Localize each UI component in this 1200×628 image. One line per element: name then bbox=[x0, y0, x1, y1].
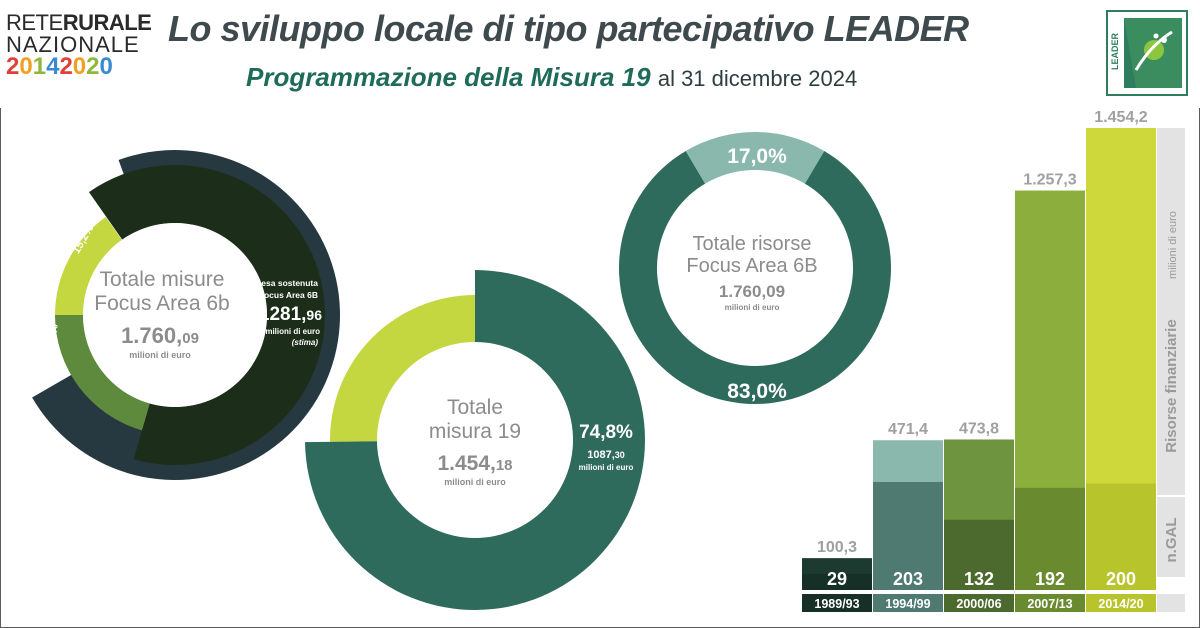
donut-slice-17 bbox=[685, 132, 825, 186]
side-label-bg-bottom bbox=[1157, 497, 1185, 577]
year-label: 1989/93 bbox=[814, 597, 859, 611]
logo-text-rurale: RURALE bbox=[62, 10, 152, 35]
bar-chart: 100,3 29 1989/93 471,4 203 1994/99 473,8 132 200… bbox=[802, 109, 1156, 612]
bar-value-label: 473,8 bbox=[959, 420, 999, 437]
year-label-bg bbox=[1086, 594, 1156, 612]
bar-ngal-2007-13 bbox=[1015, 487, 1085, 590]
bar-value-label: 1.257,3 bbox=[1023, 172, 1076, 189]
donut-slice-altre-misure bbox=[55, 217, 122, 315]
side-label-bg-year bbox=[1157, 594, 1185, 612]
side-label-ngal: n.GAL bbox=[1163, 518, 1180, 563]
donut-misura-19: Totale misura 19 1.454,18 milioni di eur… bbox=[305, 270, 645, 611]
donut-m19-center-line2: misura 19 bbox=[429, 420, 521, 443]
year-label: 2007/13 bbox=[1027, 597, 1072, 611]
bar-value-label: 471,4 bbox=[888, 421, 928, 438]
page-title: Lo sviluppo locale di tipo partecipativo… bbox=[168, 8, 969, 49]
subtitle-date: al 31 dicembre 2024 bbox=[657, 66, 858, 91]
donut-m19-value: 1087,30 bbox=[587, 449, 625, 461]
side-label-bg-top bbox=[1157, 128, 1185, 495]
ngal-value-label: 192 bbox=[1035, 569, 1065, 589]
bar-chart-side-labels: Risorse finanziarie milioni di euro n.GA… bbox=[1157, 128, 1185, 612]
donut-risorse-hole bbox=[657, 170, 853, 366]
donut-misura-19-hole bbox=[377, 342, 573, 538]
leader-logo-text: LEADER bbox=[1110, 32, 1120, 70]
year-label-bg bbox=[1015, 594, 1085, 612]
donut-m19-center-unit: milioni di euro bbox=[444, 477, 506, 487]
donut-risorse-center-unit: milioni di euro bbox=[725, 303, 780, 312]
donut-slice-remaining bbox=[330, 295, 475, 442]
subtitle-programmazione: Programmazione della Misura 19 bbox=[246, 62, 651, 92]
bar-ngal-1989-93 bbox=[802, 574, 872, 590]
page-subtitle: Programmazione della Misura 19 al 31 dic… bbox=[246, 62, 857, 93]
logo-text-nazionale: NAZIONALE bbox=[6, 32, 140, 57]
donut-slice-83 bbox=[619, 150, 892, 404]
donut-slice-misura-19 bbox=[55, 315, 150, 431]
logo-text-rete: RETE bbox=[6, 10, 63, 35]
spesa-label-line1: Spesa sostenuta bbox=[250, 278, 318, 288]
leader-logo: LEADER bbox=[1106, 10, 1188, 96]
donut-m19-value-unit: milioni di euro bbox=[579, 463, 634, 472]
year-label-bg bbox=[944, 594, 1014, 612]
donut-risorse-center-line2: Focus Area 6B bbox=[686, 255, 817, 277]
logo-text-years: 20142020 bbox=[6, 53, 113, 80]
bar-ngal-2000-06 bbox=[944, 519, 1014, 590]
bar-ngal-1994-99 bbox=[873, 482, 943, 590]
donut-risorse: Totale risorse Focus Area 6B 1.760,09 mi… bbox=[613, 126, 897, 410]
spesa-note: (stima) bbox=[292, 338, 319, 347]
donut-slice-spesa-dark bbox=[88, 164, 326, 465]
bar-value-label: 1.454,2 bbox=[1094, 109, 1147, 126]
donut-focus-center-unit: milioni di euro bbox=[129, 350, 191, 360]
spesa-unit: milioni di euro bbox=[265, 327, 320, 336]
donut-risorse-center-value: 1.760,09 bbox=[719, 282, 785, 301]
side-label-unit: milioni di euro bbox=[1167, 211, 1179, 279]
ngal-value-label: 203 bbox=[893, 569, 923, 589]
ngal-value-label: 200 bbox=[1106, 569, 1136, 589]
year-label: 2014/20 bbox=[1098, 597, 1143, 611]
rete-rurale-logo: RETERURALE NAZIONALE 20142020 bbox=[6, 10, 156, 80]
spesa-label-line2: Focus Area 6B bbox=[259, 290, 318, 300]
donut-focus-center-line2: Focus Area 6b bbox=[94, 292, 229, 315]
spesa-value: 1281,96 bbox=[259, 304, 322, 325]
bar-value-label: 100,3 bbox=[817, 539, 857, 556]
slice-m19-pct: 84,8% bbox=[45, 323, 60, 355]
donut-m19-center-line1: Totale bbox=[447, 396, 503, 419]
donut-focus-center-value: 1.760,09 bbox=[121, 323, 199, 348]
donut-risorse-pct-top: 17,0% bbox=[727, 145, 787, 168]
year-label-bg bbox=[873, 594, 943, 612]
year-label: 2000/06 bbox=[956, 597, 1001, 611]
bar-ngal-2014-20 bbox=[1086, 483, 1156, 590]
donut-slice-spesa-misura-19 bbox=[305, 270, 645, 611]
donut-focus-area-hole bbox=[83, 223, 267, 407]
year-label: 1994/99 bbox=[885, 597, 930, 611]
donut-m19-center-value: 1.454,18 bbox=[437, 452, 512, 475]
side-label-risorse: Risorse finanziarie bbox=[1163, 319, 1180, 452]
header: RETERURALE NAZIONALE 20142020 Lo svilupp… bbox=[0, 0, 1200, 108]
donut-m19-pct: 74,8% bbox=[579, 422, 633, 443]
ngal-value-label: 132 bbox=[964, 569, 994, 589]
year-label-bg bbox=[802, 594, 872, 612]
donut-focus-center-line1: Totale misure bbox=[100, 268, 225, 291]
slice-m19-label: Misura 19 bbox=[29, 315, 46, 364]
donut-focus-area: Totale misure Focus Area 6b 1.760,09 mil… bbox=[29, 149, 340, 481]
donut-risorse-center-line1: Totale risorse bbox=[693, 233, 812, 255]
donut-risorse-pct-bottom: 83,0% bbox=[727, 380, 787, 403]
ngal-value-label: 29 bbox=[827, 569, 847, 589]
